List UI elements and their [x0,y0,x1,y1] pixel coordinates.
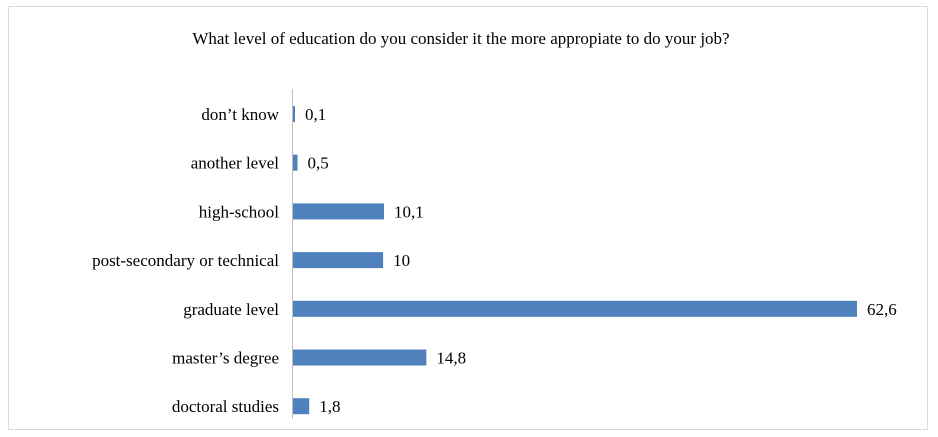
category-label: post-secondary or technical [92,251,279,270]
data-label: 10 [393,251,410,270]
category-label: doctoral studies [172,397,279,416]
bar [293,252,384,269]
category-label: another level [191,154,280,173]
bar [293,154,298,171]
bar [293,349,427,366]
chart-title: What level of education do you consider … [192,29,729,48]
chart-frame: What level of education do you consider … [8,6,928,430]
data-label: 14,8 [436,349,466,368]
bar [293,106,295,122]
bar [293,300,857,317]
bar-chart: What level of education do you consider … [92,29,897,419]
category-label: master’s degree [172,349,279,368]
data-label: 0,5 [308,154,329,173]
category-label: high-school [199,202,280,221]
data-label: 10,1 [394,202,424,221]
data-label: 62,6 [867,300,897,319]
bar [293,398,310,415]
bar [293,203,384,220]
bars-group: don’t know 0,1 another level 0,5 high-school… [92,105,897,416]
data-label: 0,1 [305,105,326,124]
category-label: don’t know [201,105,279,124]
category-label: graduate level [183,300,279,319]
data-label: 1,8 [319,397,340,416]
